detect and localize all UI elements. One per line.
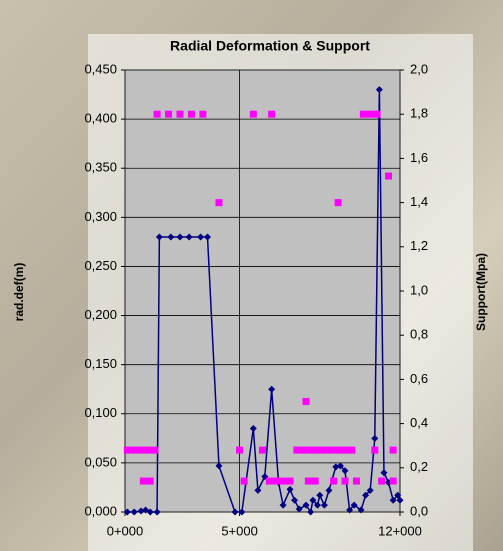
point bbox=[360, 111, 367, 118]
point bbox=[385, 173, 392, 180]
point bbox=[300, 447, 307, 454]
point bbox=[305, 478, 312, 485]
y-tick-label: 0,150 bbox=[84, 356, 117, 371]
y2-axis-label: Support(Mpa) bbox=[474, 253, 488, 331]
point bbox=[335, 447, 342, 454]
y2-tick-label: 0,8 bbox=[410, 327, 428, 342]
point bbox=[188, 111, 195, 118]
point bbox=[259, 447, 266, 454]
point bbox=[287, 478, 294, 485]
point bbox=[321, 447, 328, 454]
point bbox=[215, 199, 222, 206]
y-tick-label: 0,450 bbox=[84, 61, 117, 76]
point bbox=[390, 478, 397, 485]
point bbox=[378, 478, 385, 485]
x-tick-label: 0+000 bbox=[107, 523, 144, 538]
point bbox=[147, 478, 154, 485]
y2-tick-label: 0,6 bbox=[410, 371, 428, 386]
y-axis-label: rad.def(m) bbox=[12, 263, 26, 322]
y2-tick-label: 1,2 bbox=[410, 238, 428, 253]
point bbox=[144, 447, 151, 454]
point bbox=[312, 478, 319, 485]
chart-title: Radial Deformation & Support bbox=[170, 38, 370, 54]
point bbox=[348, 447, 355, 454]
point bbox=[273, 478, 280, 485]
point bbox=[374, 111, 381, 118]
point bbox=[199, 111, 206, 118]
plot-area bbox=[125, 70, 400, 512]
y2-tick-label: 2,0 bbox=[410, 61, 428, 76]
y2-tick-label: 0,2 bbox=[410, 459, 428, 474]
point bbox=[307, 447, 314, 454]
y-tick-label: 0,050 bbox=[84, 454, 117, 469]
point bbox=[124, 447, 131, 454]
point bbox=[165, 111, 172, 118]
y-tick-label: 0,400 bbox=[84, 111, 117, 126]
point bbox=[266, 478, 273, 485]
point bbox=[280, 478, 287, 485]
point bbox=[293, 447, 300, 454]
x-tick-label: 12+000 bbox=[378, 523, 422, 538]
point bbox=[390, 447, 397, 454]
point bbox=[151, 447, 158, 454]
point bbox=[367, 111, 374, 118]
point bbox=[314, 447, 321, 454]
point bbox=[241, 478, 248, 485]
point bbox=[342, 447, 349, 454]
point bbox=[131, 447, 138, 454]
point bbox=[250, 111, 257, 118]
point bbox=[138, 447, 145, 454]
y-tick-label: 0,100 bbox=[84, 405, 117, 420]
point bbox=[236, 447, 243, 454]
point bbox=[154, 111, 161, 118]
y-tick-label: 0,250 bbox=[84, 258, 117, 273]
chart: Radial Deformation & Support rad.def(m) … bbox=[0, 0, 503, 551]
point bbox=[371, 447, 378, 454]
y-tick-label: 0,200 bbox=[84, 307, 117, 322]
y2-tick-label: 1,6 bbox=[410, 150, 428, 165]
point bbox=[268, 111, 275, 118]
y2-tick-label: 0,0 bbox=[410, 503, 428, 518]
point bbox=[177, 111, 184, 118]
y2-tick-label: 1,4 bbox=[410, 194, 428, 209]
point bbox=[342, 478, 349, 485]
y2-tick-label: 1,8 bbox=[410, 106, 428, 121]
x-tick-label: 5+000 bbox=[221, 523, 258, 538]
y-tick-label: 0,300 bbox=[84, 209, 117, 224]
point bbox=[328, 447, 335, 454]
point bbox=[330, 478, 337, 485]
point bbox=[140, 478, 147, 485]
point bbox=[353, 478, 360, 485]
y-tick-label: 0,350 bbox=[84, 160, 117, 175]
y-tick-label: 0,000 bbox=[84, 503, 117, 518]
y2-tick-label: 1,0 bbox=[410, 282, 428, 297]
point bbox=[303, 398, 310, 405]
y2-tick-label: 0,4 bbox=[410, 415, 428, 430]
point bbox=[335, 199, 342, 206]
